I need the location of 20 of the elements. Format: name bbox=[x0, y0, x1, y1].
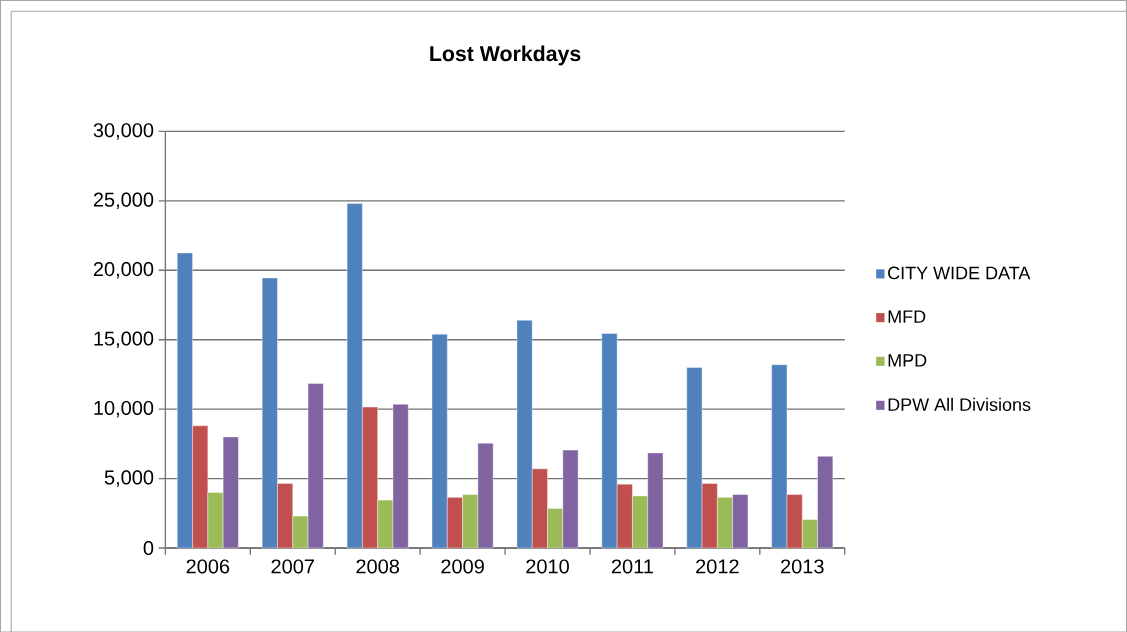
y-tick-label: 25,000 bbox=[93, 192, 154, 209]
y-tick-label: 5,000 bbox=[104, 470, 154, 487]
legend-label: DPW All Divisions bbox=[888, 397, 1031, 411]
x-tick-label: 2006 bbox=[186, 559, 230, 574]
x-tick-label: 2010 bbox=[526, 559, 569, 574]
x-tick-label: 2013 bbox=[781, 559, 824, 574]
chart-title: Lost Workdays bbox=[430, 45, 581, 66]
x-tick-label: 2012 bbox=[696, 559, 739, 574]
x-tick-label: 2011 bbox=[611, 559, 653, 574]
x-tick-label: 2008 bbox=[356, 559, 400, 574]
y-tick-label: 0 bbox=[143, 540, 154, 555]
x-tick-label: 2007 bbox=[271, 559, 314, 574]
legend-label: CITY WIDE DATA bbox=[888, 266, 1031, 280]
x-tick-label: 2009 bbox=[441, 559, 484, 574]
legend-label: MPD bbox=[888, 353, 927, 367]
y-tick-label: 20,000 bbox=[93, 261, 154, 279]
y-tick-label: 30,000 bbox=[93, 122, 154, 140]
y-tick-label: 10,000 bbox=[94, 400, 154, 418]
legend-label: MFD bbox=[888, 310, 926, 323]
y-tick-label: 15,000 bbox=[94, 331, 154, 348]
